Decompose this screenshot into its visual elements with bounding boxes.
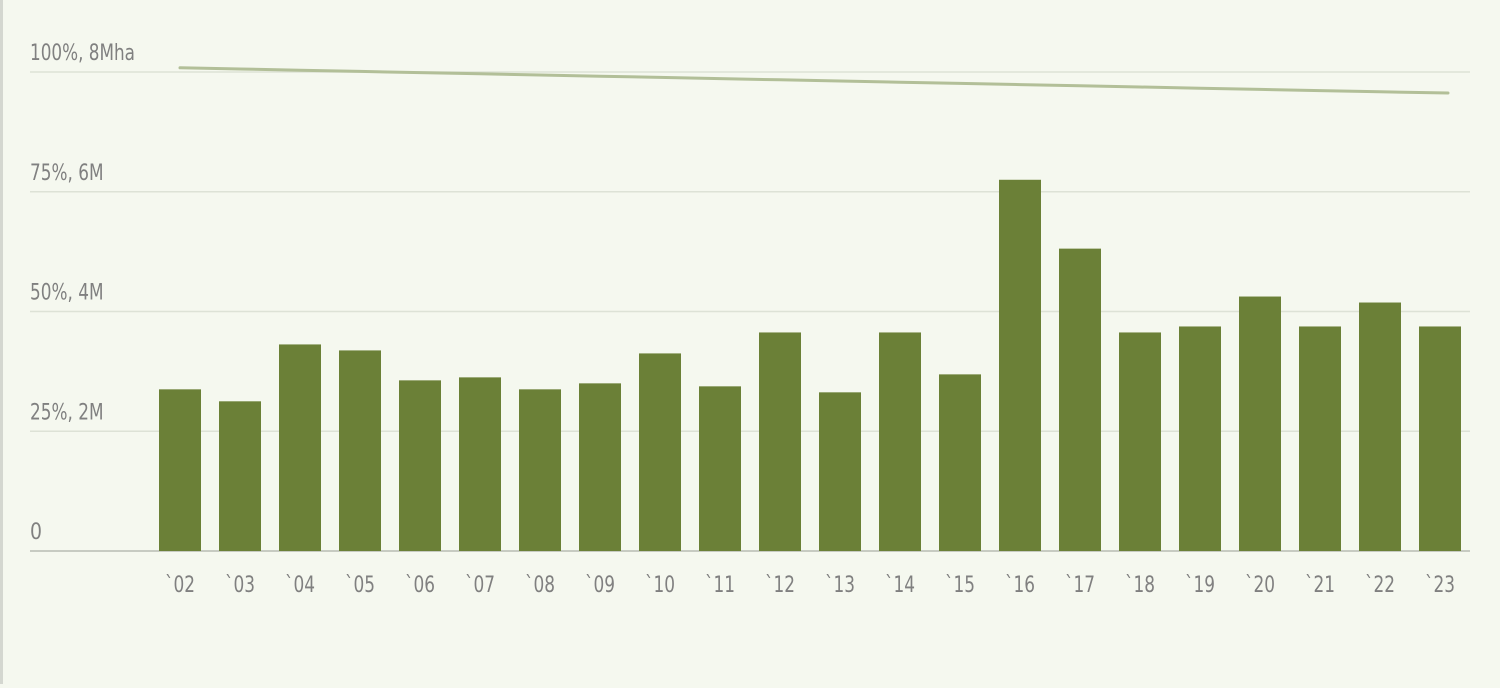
bar xyxy=(1059,248,1101,551)
x-tick-label: `17 xyxy=(1065,573,1095,598)
x-tick-label: `23 xyxy=(1425,573,1455,598)
x-tick-label: `15 xyxy=(945,573,975,598)
x-tick-label: `19 xyxy=(1185,573,1215,598)
x-tick-label: `13 xyxy=(825,573,855,598)
bar xyxy=(1179,326,1221,551)
y-tick-label: 0 xyxy=(30,520,42,545)
bar xyxy=(1239,296,1281,551)
x-tick-label: `11 xyxy=(705,573,735,598)
bar xyxy=(279,344,321,551)
grid-lines xyxy=(30,71,1470,552)
y-tick-label: 50%, 4M xyxy=(30,281,104,306)
y-tick-label: 25%, 2M xyxy=(30,400,104,425)
x-tick-label: `20 xyxy=(1245,573,1275,598)
x-tick-label: `10 xyxy=(645,573,675,598)
x-tick-label: `07 xyxy=(465,573,495,598)
bar xyxy=(999,179,1041,551)
y-axis-ticks: 0 25%, 2M 50%, 4M 75%, 6M 100%, 8Mha xyxy=(30,41,135,545)
bar xyxy=(1419,326,1461,551)
bar xyxy=(579,383,621,551)
x-tick-label: `14 xyxy=(885,573,915,598)
bar xyxy=(639,353,681,551)
x-tick-label: `08 xyxy=(525,573,555,598)
x-tick-label: `18 xyxy=(1125,573,1155,598)
bar xyxy=(339,350,381,551)
trend-line xyxy=(178,66,1450,95)
x-tick-label: `05 xyxy=(345,573,375,598)
x-tick-label: `06 xyxy=(405,573,435,598)
x-axis-ticks: `02 `03 `04 `05 `06 `07 `08 `09 `10 `11 `12 `13 `14 `… xyxy=(165,573,1455,598)
bar xyxy=(939,374,981,551)
x-tick-label: `12 xyxy=(765,573,795,598)
bar xyxy=(399,380,441,551)
bar xyxy=(1359,302,1401,551)
bar xyxy=(459,377,501,551)
y-tick-label: 100%, 8Mha xyxy=(30,41,135,66)
x-tick-label: `09 xyxy=(585,573,615,598)
x-tick-label: `03 xyxy=(225,573,255,598)
x-tick-label: `22 xyxy=(1365,573,1395,598)
bar xyxy=(1119,332,1161,551)
bar xyxy=(879,332,921,551)
x-tick-label: `16 xyxy=(1005,573,1035,598)
bar xyxy=(219,401,261,551)
x-tick-label: `02 xyxy=(165,573,195,598)
left-border xyxy=(0,0,3,684)
bar xyxy=(759,332,801,551)
x-tick-label: `21 xyxy=(1305,573,1335,598)
bar xyxy=(699,386,741,551)
bar xyxy=(1299,326,1341,551)
bar xyxy=(159,389,201,551)
bar xyxy=(519,389,561,551)
bars xyxy=(159,179,1461,551)
y-tick-label: 75%, 6M xyxy=(30,161,104,186)
bar xyxy=(819,392,861,551)
trend-line-path xyxy=(178,66,1450,95)
x-tick-label: `04 xyxy=(285,573,315,598)
